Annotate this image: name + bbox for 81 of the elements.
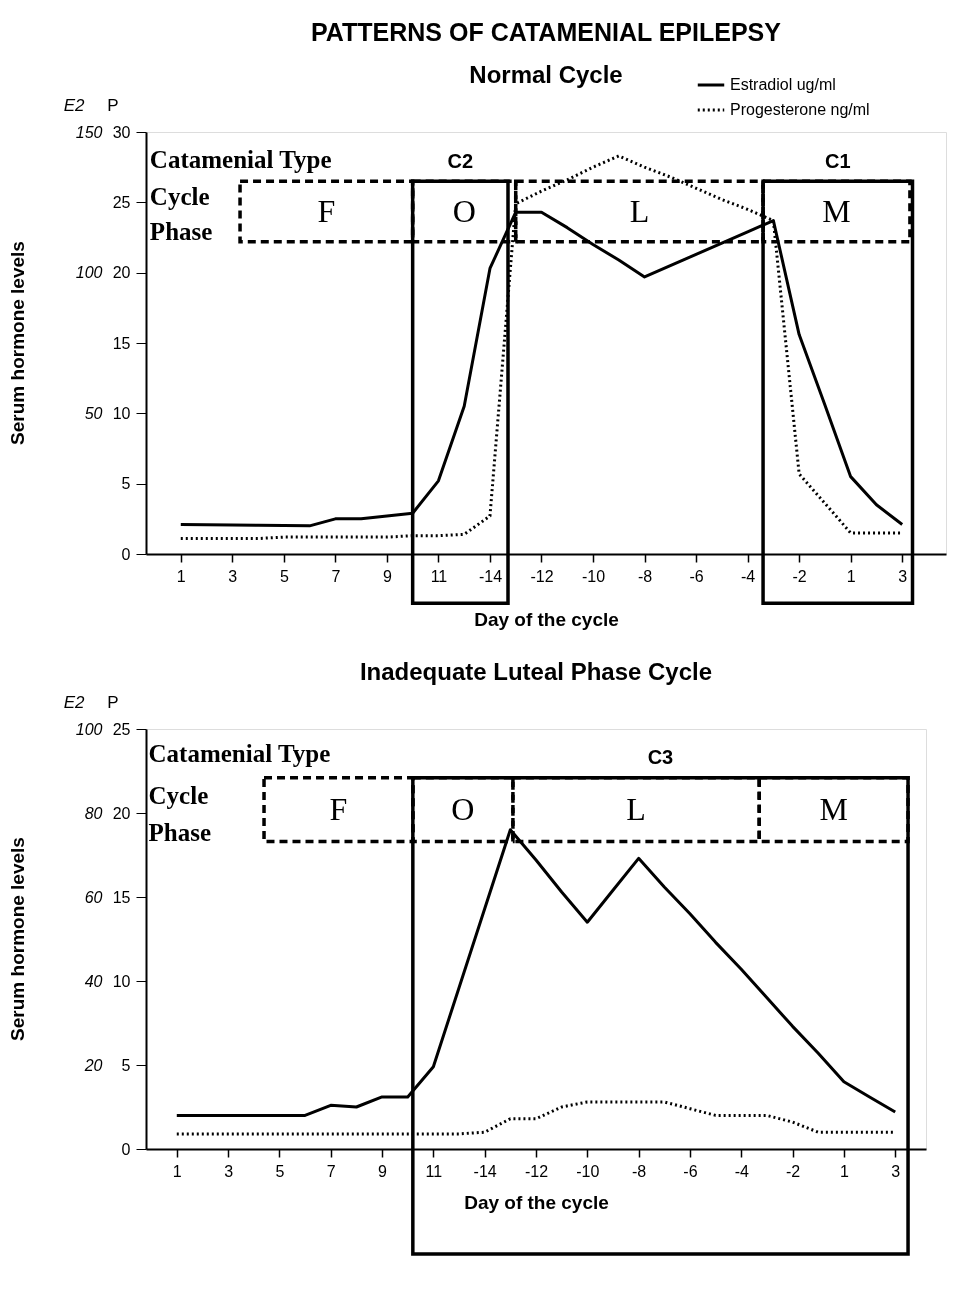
x-tick-label: 11 [425,1162,443,1180]
annotation: Phase [149,217,213,245]
y-tick-label: 25 [112,193,131,211]
y2-tick-label: 20 [83,1056,103,1074]
chart-title: Inadequate Luteal Phase Cycle [359,658,713,685]
annotation: C2 [447,149,474,172]
y-tick-label: 0 [121,1140,131,1158]
y2-tick-label: 60 [84,888,103,906]
x-tick-label: 3 [898,567,908,585]
y-tick-label: 20 [112,804,131,822]
x-tick-label: -2 [785,1162,801,1180]
x-tick-label: 9 [378,1162,388,1180]
x-tick-label: 1 [846,567,856,585]
y-tick-label: 30 [112,123,131,141]
legend-label: Progesterone ng/ml [730,101,870,118]
chart-title: PATTERNS OF CATAMENIAL EPILEPSY [311,18,782,46]
x-tick-label: -14 [473,1162,497,1180]
y2-tick-label: 80 [84,804,103,822]
annotation: M [822,193,851,230]
x-axis-title: Day of the cycle [474,608,619,630]
y-tick-label: 15 [112,888,131,906]
x-tick-label: -6 [683,1162,698,1180]
x-tick-label: -4 [734,1162,749,1180]
x-tick-label: -2 [792,567,807,585]
x-tick-label: 3 [891,1162,901,1180]
chart-subtitle: Normal Cycle [469,61,623,88]
x-tick-label: 1 [172,1162,182,1180]
annotation: Catamenial Type [149,146,332,174]
annotation: L [626,790,646,827]
x-tick-label: 3 [228,567,238,585]
legend-label: Estradiol ug/ml [730,76,836,93]
y-tick-label: 10 [112,404,131,422]
x-axis-title: Day of the cycle [464,1191,609,1213]
annotation: F [317,193,336,230]
annotation: L [629,193,650,230]
x-tick-label: 3 [224,1162,234,1180]
y-tick-label: 20 [112,264,131,282]
x-tick-label: -10 [576,1162,600,1180]
x-tick-label: -4 [740,567,756,585]
annotation: F [329,790,348,827]
text: Serum hormone levels [7,241,28,445]
y-tick-label: 5 [121,475,131,493]
x-tick-label: 11 [430,567,448,585]
x-tick-label: 1 [839,1162,849,1180]
x-tick-label: -10 [581,567,606,585]
y2-axis-title: E2 [63,692,86,712]
x-tick-label: 1 [176,567,186,585]
y2-tick-label: 100 [75,264,103,282]
x-tick-label: -14 [478,567,503,585]
x-tick-label: -6 [689,567,704,585]
annotation: Cycle [148,782,209,810]
y-tick-label: 25 [112,720,131,738]
x-tick-label: 7 [326,1162,336,1180]
annotation: Cycle [149,182,210,210]
y2-tick-label: 50 [84,404,103,422]
y-tick-label: 10 [112,972,131,990]
x-tick-label: 5 [275,1162,285,1180]
y2-tick-label: 150 [75,123,103,141]
y2-axis-title: E2 [63,95,86,115]
x-tick-label: -8 [637,567,653,585]
y-tick-label: 15 [112,334,131,352]
annotation: Catamenial Type [148,740,331,768]
annotation: C1 [825,149,851,172]
annotation: Phase [148,819,212,847]
x-tick-label: 9 [382,567,392,585]
x-tick-label: 5 [279,567,289,585]
y-axis-title: P [107,95,119,115]
text: Serum hormone levels [7,837,28,1041]
y-axis-title: P [107,692,119,712]
y-tick-label: 5 [121,1056,131,1074]
x-tick-label: -12 [530,567,554,585]
y2-tick-label: 40 [84,972,103,990]
y2-tick-label: 100 [75,720,103,738]
annotation: C3 [647,745,674,768]
y-tick-label: 0 [121,545,131,563]
annotation: O [451,790,475,827]
annotation: O [452,193,476,230]
x-tick-label: 7 [331,567,341,585]
x-tick-label: -8 [632,1162,647,1180]
x-tick-label: -12 [524,1162,549,1180]
annotation: M [819,790,848,827]
